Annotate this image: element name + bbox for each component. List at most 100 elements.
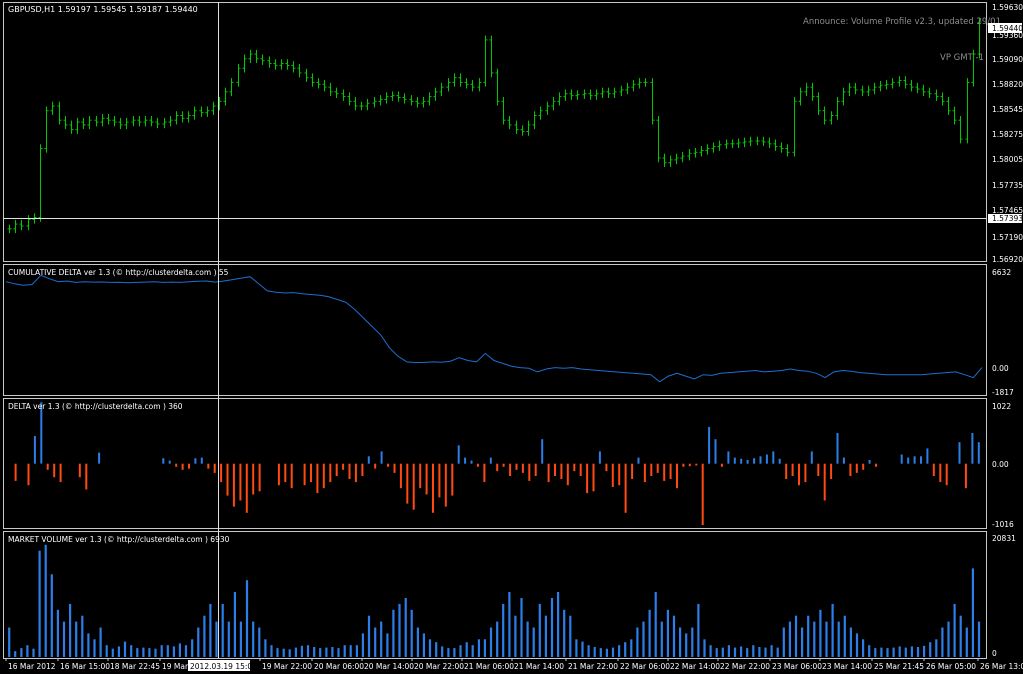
volume-bar (203, 615, 206, 657)
volume-bar (697, 603, 700, 657)
delta-bar (733, 457, 736, 464)
delta-bar (720, 463, 723, 467)
volume-bar (191, 639, 194, 657)
time-tick-label: 21 Mar 22:00 (568, 662, 618, 671)
delta-bar (425, 463, 428, 495)
volume-bar (459, 645, 462, 657)
volume-bar (81, 615, 84, 657)
delta-bar (624, 463, 627, 513)
delta-bar (213, 463, 216, 473)
volume-bar (14, 651, 17, 657)
volume-bar (660, 621, 663, 657)
delta-bar (374, 463, 377, 469)
volume-bar (947, 621, 950, 657)
volume-bar (965, 627, 968, 657)
delta-bar (476, 463, 479, 467)
volume-bar (319, 648, 322, 657)
delta-bar (175, 463, 178, 467)
delta-bar (534, 463, 537, 476)
volume-bar (111, 648, 114, 657)
volume-bar (672, 615, 676, 657)
price-header: GBPUSD,H1 1.59197 1.59545 1.59187 1.5944… (8, 5, 198, 14)
volume-bar (215, 621, 218, 657)
volume-bar (233, 592, 236, 657)
delta-bar (708, 426, 711, 464)
delta-bar (631, 463, 634, 479)
delta-bar (643, 463, 646, 483)
delta-bar (515, 463, 518, 470)
volume-bar (587, 645, 590, 657)
price-tick: 1.57465 (992, 206, 1023, 215)
delta-bar (348, 463, 351, 479)
volume-bar (862, 639, 865, 657)
volume-bar (252, 621, 255, 657)
volume-bar (172, 646, 175, 657)
volume-bar (624, 642, 627, 657)
volume-bar (886, 648, 889, 657)
time-axis: 16 Mar 2012 16 Mar 15:00 18 Mar 22:45 19 Ma… (5, 658, 1023, 671)
volume-bar (337, 648, 340, 657)
volume-bar (136, 648, 139, 657)
volume-bar (532, 627, 535, 657)
delta-bar (682, 463, 685, 467)
price-tick: 1.58005 (992, 155, 1023, 164)
volume-bars (8, 544, 981, 657)
delta-bar (59, 463, 62, 483)
delta-bar (605, 463, 608, 472)
volume-bar (819, 609, 822, 657)
volume-bar (282, 648, 285, 657)
volume-bar (770, 645, 773, 657)
time-tick-label: 19 Mar 22:00 (262, 662, 312, 671)
volume-panel-frame (3, 531, 987, 659)
volume-bar (374, 627, 377, 657)
volume-bar (20, 648, 23, 657)
delta-bar (40, 402, 43, 464)
delta-bar (830, 463, 833, 479)
volume-bar (898, 646, 901, 657)
time-highlight-box (188, 660, 250, 671)
volume-bar (685, 633, 688, 657)
delta-bar (483, 463, 486, 483)
volume-bar (520, 598, 523, 657)
delta-bar (438, 463, 441, 498)
volume-bar (398, 603, 401, 657)
volume-bar (849, 627, 852, 657)
volume-bar (496, 621, 499, 657)
delta-bar (753, 458, 756, 464)
delta-bar (226, 463, 229, 496)
crosshair-price-box (988, 214, 1022, 223)
volume-bar (959, 615, 962, 657)
delta-bar (239, 463, 242, 501)
volume-bar (87, 633, 90, 657)
delta-bar (207, 463, 210, 469)
delta-bar (855, 463, 858, 473)
delta-bar (701, 463, 704, 525)
volume-bar (502, 603, 505, 657)
volume-bar (477, 639, 480, 657)
volume-bar (923, 645, 926, 657)
volume-bar (538, 603, 541, 657)
volume-bar (441, 646, 444, 657)
delta-tick-max: 1022 (992, 402, 1011, 411)
time-tick-label: 22 Mar 14:00 (670, 662, 720, 671)
price-tick: 1.59630 (992, 3, 1023, 12)
volume-bar (148, 648, 151, 657)
volume-bar (929, 642, 932, 657)
volume-bar (752, 645, 755, 657)
volume-bar (331, 647, 334, 657)
volume-bar (300, 645, 303, 657)
delta-bar (579, 463, 582, 476)
delta-bar (836, 433, 839, 464)
volume-bar (550, 598, 554, 657)
time-tick-label: 22 Mar 06:00 (620, 662, 670, 671)
volume-bar (721, 647, 724, 657)
time-tick-label: 21 Mar 06:00 (464, 662, 514, 671)
delta-bar (451, 463, 454, 496)
volume-bar (788, 621, 791, 657)
delta-bar (399, 463, 402, 489)
cd-panel-frame (3, 264, 987, 396)
volume-bar (746, 648, 749, 657)
volume-bar (855, 633, 859, 657)
volume-bar (514, 615, 517, 657)
